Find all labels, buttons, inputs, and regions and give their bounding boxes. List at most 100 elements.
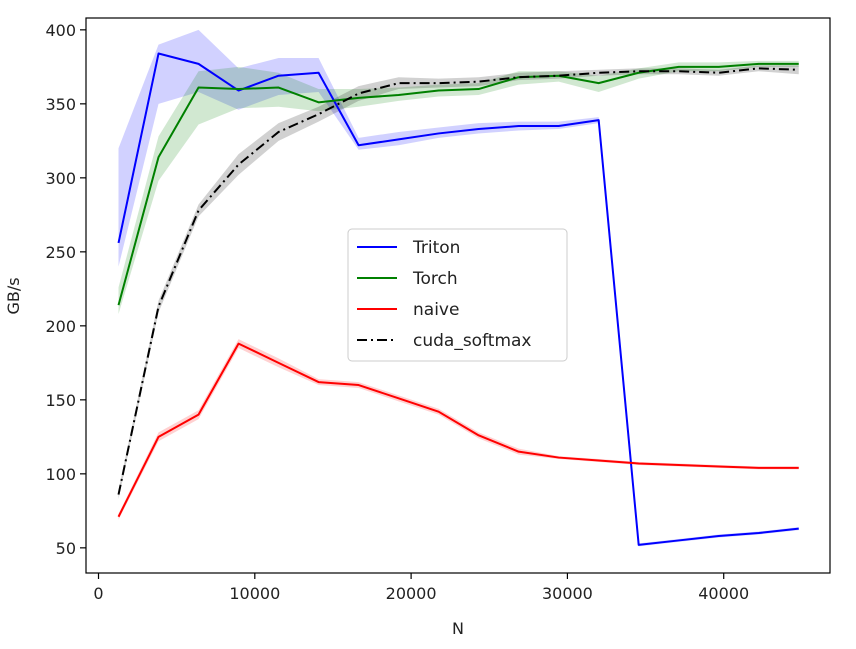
triton-point <box>318 72 320 74</box>
cuda-softmax-point <box>318 113 320 115</box>
plot-frame <box>85 17 831 574</box>
cuda-softmax-point <box>158 306 160 308</box>
torch-point <box>438 90 440 92</box>
naive-point <box>638 462 640 464</box>
torch-point <box>158 156 160 158</box>
cuda-softmax-point <box>278 131 280 133</box>
cuda-softmax-point <box>518 76 520 78</box>
naive-point <box>158 436 160 438</box>
y-tick-label: 150 <box>45 391 76 410</box>
torch-line <box>117 62 799 306</box>
naive-point <box>478 434 480 436</box>
cuda-softmax-point <box>358 92 360 94</box>
triton-point <box>278 75 280 77</box>
triton-point <box>358 144 360 146</box>
x-tick-label: 40000 <box>698 584 749 603</box>
torch-point <box>398 94 400 96</box>
cuda-softmax-point <box>118 494 120 496</box>
triton-band <box>118 29 799 547</box>
naive-point <box>358 384 360 386</box>
triton-point <box>598 119 600 121</box>
naive-point <box>318 381 320 383</box>
triton-point <box>798 528 800 530</box>
y-tick-label: 200 <box>45 317 76 336</box>
triton-point <box>758 532 760 534</box>
naive-point <box>798 467 800 469</box>
y-tick-label: 400 <box>45 21 76 40</box>
confidence-bands <box>118 29 799 547</box>
y-axis-label: GB/s <box>4 277 23 314</box>
torch-point <box>278 87 280 89</box>
x-tick-label: 0 <box>93 584 103 603</box>
cuda-softmax-point <box>598 72 600 74</box>
y-tick-label: 350 <box>45 95 76 114</box>
naive-point <box>718 465 720 467</box>
cuda-softmax-line <box>117 67 799 495</box>
cuda-softmax-point <box>438 82 440 84</box>
cuda-softmax-point <box>198 209 200 211</box>
triton-point <box>718 535 720 537</box>
naive-line <box>117 342 799 518</box>
y-tick-label: 50 <box>56 539 76 558</box>
legend: Triton Torch naive cuda_softmax <box>347 228 568 362</box>
naive-point <box>598 460 600 462</box>
triton-point <box>678 539 680 541</box>
triton-point <box>158 53 160 55</box>
torch-point <box>318 101 320 103</box>
legend-label-cuda-softmax: cuda_softmax <box>413 331 531 351</box>
triton-point <box>478 128 480 130</box>
cuda-softmax-point <box>478 81 480 83</box>
naive-point <box>678 464 680 466</box>
torch-point <box>198 87 200 89</box>
naive-point <box>438 411 440 413</box>
x-tick-label: 30000 <box>542 584 593 603</box>
torch-point <box>758 63 760 65</box>
cuda-softmax-point <box>558 75 560 77</box>
naive-point <box>558 457 560 459</box>
y-tick-label: 250 <box>45 243 76 262</box>
y-tick-label: 100 <box>45 465 76 484</box>
cuda-softmax-point <box>718 72 720 74</box>
triton-point <box>398 138 400 140</box>
triton-point <box>558 125 560 127</box>
y-axis-ticks: 50 100 150 200 250 300 350 400 <box>45 21 86 558</box>
torch-point <box>478 88 480 90</box>
cuda-softmax-point <box>758 67 760 69</box>
torch-point <box>118 304 120 306</box>
triton-point <box>198 63 200 65</box>
triton-point <box>638 544 640 546</box>
cuda-softmax-point <box>638 70 640 72</box>
naive-point <box>758 467 760 469</box>
x-axis-ticks: 0 10000 20000 30000 40000 <box>93 573 749 603</box>
naive-point <box>398 397 400 399</box>
cuda-softmax-point <box>798 69 800 71</box>
triton-point <box>438 132 440 134</box>
torch-point <box>598 82 600 84</box>
x-tick-label: 20000 <box>386 584 437 603</box>
naive-point <box>278 362 280 364</box>
torch-point <box>718 66 720 68</box>
naive-point <box>238 343 240 345</box>
torch-point <box>798 63 800 65</box>
torch-point <box>238 88 240 90</box>
naive-point <box>198 414 200 416</box>
cuda-softmax-point <box>398 82 400 84</box>
legend-label-triton: Triton <box>412 238 460 258</box>
series-lines <box>117 52 800 546</box>
torch-point <box>678 66 680 68</box>
triton-line <box>117 52 799 546</box>
naive-point <box>118 516 120 518</box>
legend-label-naive: naive <box>413 300 459 320</box>
triton-point <box>518 125 520 127</box>
x-tick-label: 10000 <box>229 584 280 603</box>
cuda-softmax-point <box>238 164 240 166</box>
legend-label-torch: Torch <box>412 269 458 289</box>
naive-point <box>518 451 520 453</box>
x-axis-label: N <box>452 619 464 638</box>
triton-point <box>118 242 120 244</box>
cuda-softmax-point <box>678 70 680 72</box>
y-tick-label: 300 <box>45 169 76 188</box>
torch-point <box>358 97 360 99</box>
legend-box <box>347 228 568 362</box>
